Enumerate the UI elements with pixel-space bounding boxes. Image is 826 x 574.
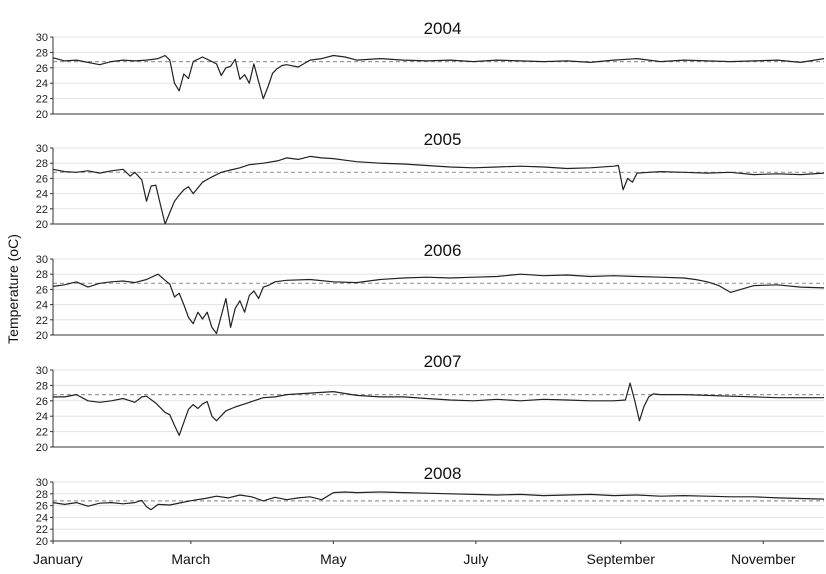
y-tick-label: 22 bbox=[36, 315, 48, 327]
y-tick-label: 26 bbox=[36, 173, 48, 185]
y-tick-label: 28 bbox=[36, 47, 48, 59]
y-tick-label: 28 bbox=[36, 269, 48, 281]
y-tick-label: 20 bbox=[36, 536, 48, 548]
x-tick-label: September bbox=[586, 551, 655, 567]
y-tick-label: 26 bbox=[36, 284, 48, 296]
x-tick-label: March bbox=[171, 551, 210, 567]
y-tick-label: 22 bbox=[36, 427, 48, 439]
y-tick-label: 20 bbox=[36, 109, 48, 121]
y-axis-label: Temperature (oC) bbox=[5, 234, 21, 344]
panel-title: 2004 bbox=[424, 19, 462, 38]
y-tick-label: 28 bbox=[36, 489, 48, 501]
series-line-2008 bbox=[52, 491, 825, 511]
x-tick-label: May bbox=[320, 551, 346, 567]
series-line-2007 bbox=[53, 382, 824, 436]
y-tick-label: 24 bbox=[36, 78, 48, 90]
y-tick-label: 24 bbox=[36, 512, 48, 524]
y-tick-label: 30 bbox=[36, 254, 48, 266]
y-tick-label: 26 bbox=[36, 501, 48, 513]
y-tick-label: 22 bbox=[36, 524, 48, 536]
x-tick-label: November bbox=[731, 551, 796, 567]
x-tick-label: July bbox=[463, 551, 488, 567]
panel-title: 2008 bbox=[424, 464, 462, 483]
y-tick-label: 28 bbox=[36, 380, 48, 392]
y-tick-label: 20 bbox=[36, 330, 48, 342]
y-tick-label: 26 bbox=[36, 396, 48, 408]
y-tick-label: 22 bbox=[36, 204, 48, 216]
y-tick-label: 24 bbox=[36, 189, 48, 201]
y-tick-label: 30 bbox=[36, 477, 48, 489]
panel-title: 2006 bbox=[424, 241, 462, 260]
y-tick-label: 30 bbox=[36, 143, 48, 155]
y-tick-label: 20 bbox=[36, 219, 48, 231]
panel-title: 2007 bbox=[424, 352, 462, 371]
y-tick-label: 30 bbox=[36, 365, 48, 377]
series-line-2005 bbox=[52, 155, 825, 225]
y-tick-label: 30 bbox=[36, 32, 48, 44]
y-tick-label: 24 bbox=[36, 411, 48, 423]
y-tick-label: 20 bbox=[36, 442, 48, 454]
panel-title: 2005 bbox=[424, 130, 462, 149]
y-tick-label: 26 bbox=[36, 63, 48, 75]
y-tick-label: 28 bbox=[36, 158, 48, 170]
y-tick-label: 22 bbox=[36, 94, 48, 106]
series-line-2004 bbox=[52, 54, 825, 100]
y-tick-label: 24 bbox=[36, 300, 48, 312]
series-line-2006 bbox=[52, 273, 825, 335]
x-tick-label: January bbox=[33, 551, 83, 567]
